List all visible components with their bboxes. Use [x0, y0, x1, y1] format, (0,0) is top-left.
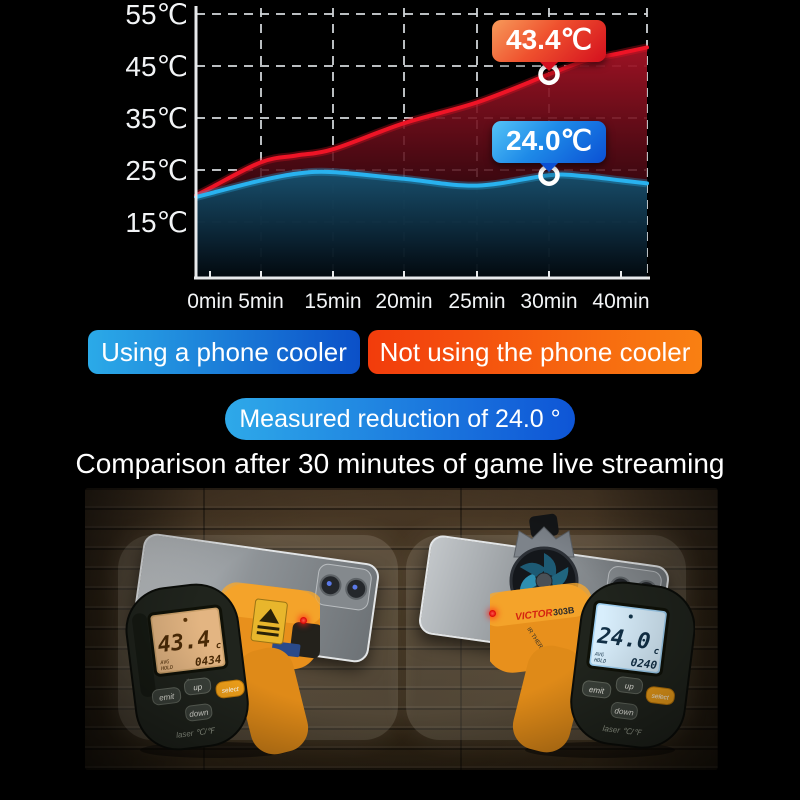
temperature-chart: 55℃ 45℃ 35℃ 25℃ 15℃ 0min 5min 15min 20min 25min 3…	[0, 0, 800, 318]
callout-not-using-temp: 43.4℃	[492, 20, 606, 63]
x-tick-label: 25min	[448, 290, 505, 313]
y-tick-label: 55℃	[125, 0, 188, 30]
x-tick-label: 5min	[238, 290, 284, 313]
x-tick-label: 0min	[187, 290, 233, 313]
y-tick-label: 25℃	[125, 155, 188, 186]
legend-not-using-cooler: Not using the phone cooler	[368, 330, 702, 374]
comparison-photo: 43.4 c AVG HOLD 0434 ☼ emit up down sele…	[85, 488, 718, 770]
y-axis-labels: 55℃ 45℃ 35℃ 25℃ 15℃	[125, 0, 188, 238]
x-tick-label: 15min	[304, 290, 361, 313]
legend-using-cooler: Using a phone cooler	[88, 330, 360, 374]
x-tick-label: 20min	[375, 290, 432, 313]
callout-using-temp: 24.0℃	[492, 121, 606, 164]
y-tick-label: 15℃	[125, 207, 188, 238]
axis-ticks	[209, 271, 622, 278]
callout-not-using-temp-value: 43.4℃	[506, 24, 592, 56]
y-tick-label: 35℃	[125, 103, 188, 134]
callout-using-temp-value: 24.0℃	[506, 125, 592, 157]
chart-canvas: 55℃ 45℃ 35℃ 25℃ 15℃ 0min 5min 15min 20min 25min 3…	[125, 0, 650, 313]
photo-vignette	[85, 488, 718, 770]
y-tick-label: 45℃	[125, 51, 188, 82]
x-tick-label: 40min	[592, 290, 649, 313]
area-using-cooler	[196, 171, 647, 278]
x-axis-labels: 0min 5min 15min 20min 25min 30min 40min	[187, 290, 649, 313]
reduction-pill: Measured reduction of 24.0 °	[225, 398, 575, 440]
x-tick-label: 30min	[520, 290, 577, 313]
line-using-cooler	[194, 169, 649, 199]
headline: Comparison after 30 minutes of game live…	[75, 448, 725, 479]
